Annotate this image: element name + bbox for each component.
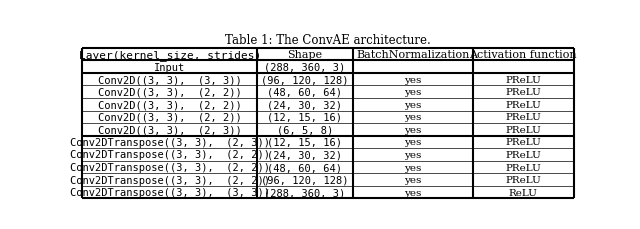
Text: (24, 30, 32): (24, 30, 32) <box>267 150 342 160</box>
Text: yes: yes <box>404 138 421 147</box>
Text: BatchNormalization: BatchNormalization <box>356 50 469 60</box>
Text: (96, 120, 128): (96, 120, 128) <box>261 175 348 185</box>
Text: PReLU: PReLU <box>506 88 541 97</box>
Text: (24, 30, 32): (24, 30, 32) <box>267 100 342 110</box>
Text: PReLU: PReLU <box>506 75 541 84</box>
Text: PReLU: PReLU <box>506 138 541 147</box>
Text: Conv2DTranspose((3, 3),  (2, 2)): Conv2DTranspose((3, 3), (2, 2)) <box>70 175 269 185</box>
Text: (96, 120, 128): (96, 120, 128) <box>261 75 348 85</box>
Text: Conv2D((3, 3),  (2, 2)): Conv2D((3, 3), (2, 2)) <box>98 87 241 97</box>
Text: (288, 360, 3): (288, 360, 3) <box>264 62 346 72</box>
Text: (6, 5, 8): (6, 5, 8) <box>276 125 333 135</box>
Text: yes: yes <box>404 125 421 134</box>
Text: Conv2D((3, 3),  (2, 2)): Conv2D((3, 3), (2, 2)) <box>98 100 241 110</box>
Text: yes: yes <box>404 113 421 122</box>
Text: PReLU: PReLU <box>506 150 541 159</box>
Text: (12, 15, 16): (12, 15, 16) <box>267 112 342 122</box>
Text: (48, 60, 64): (48, 60, 64) <box>267 162 342 172</box>
Text: Conv2DTranspose((3, 3),  (2, 2)): Conv2DTranspose((3, 3), (2, 2)) <box>70 150 269 160</box>
Text: Activation function: Activation function <box>469 50 577 60</box>
Text: PReLU: PReLU <box>506 125 541 134</box>
Text: Conv2D((3, 3),  (2, 3)): Conv2D((3, 3), (2, 3)) <box>98 125 241 135</box>
Text: Conv2D((3, 3),  (3, 3)): Conv2D((3, 3), (3, 3)) <box>98 75 241 85</box>
Text: PReLU: PReLU <box>506 113 541 122</box>
Text: Shape: Shape <box>287 50 322 60</box>
Text: yes: yes <box>404 175 421 184</box>
Text: Conv2D((3, 3),  (2, 2)): Conv2D((3, 3), (2, 2)) <box>98 112 241 122</box>
Text: yes: yes <box>404 150 421 159</box>
Text: yes: yes <box>404 88 421 97</box>
Text: PReLU: PReLU <box>506 175 541 184</box>
Text: Layer(kernel_size, strides): Layer(kernel_size, strides) <box>79 49 260 60</box>
Text: yes: yes <box>404 163 421 172</box>
Text: (288, 360, 3): (288, 360, 3) <box>264 187 346 197</box>
Text: Conv2DTranspose((3, 3),  (2, 2)): Conv2DTranspose((3, 3), (2, 2)) <box>70 162 269 172</box>
Text: PReLU: PReLU <box>506 163 541 172</box>
Text: yes: yes <box>404 188 421 197</box>
Text: Conv2DTranspose((3, 3),  (3, 3)): Conv2DTranspose((3, 3), (3, 3)) <box>70 187 269 197</box>
Text: yes: yes <box>404 75 421 84</box>
Text: Table 1: The ConvAE architecture.: Table 1: The ConvAE architecture. <box>225 34 431 46</box>
Text: yes: yes <box>404 100 421 109</box>
Text: Input: Input <box>154 62 185 72</box>
Text: (48, 60, 64): (48, 60, 64) <box>267 87 342 97</box>
Text: ReLU: ReLU <box>509 188 538 197</box>
Text: Conv2DTranspose((3, 3),  (2, 3)): Conv2DTranspose((3, 3), (2, 3)) <box>70 137 269 147</box>
Text: PReLU: PReLU <box>506 100 541 109</box>
Text: (12, 15, 16): (12, 15, 16) <box>267 137 342 147</box>
